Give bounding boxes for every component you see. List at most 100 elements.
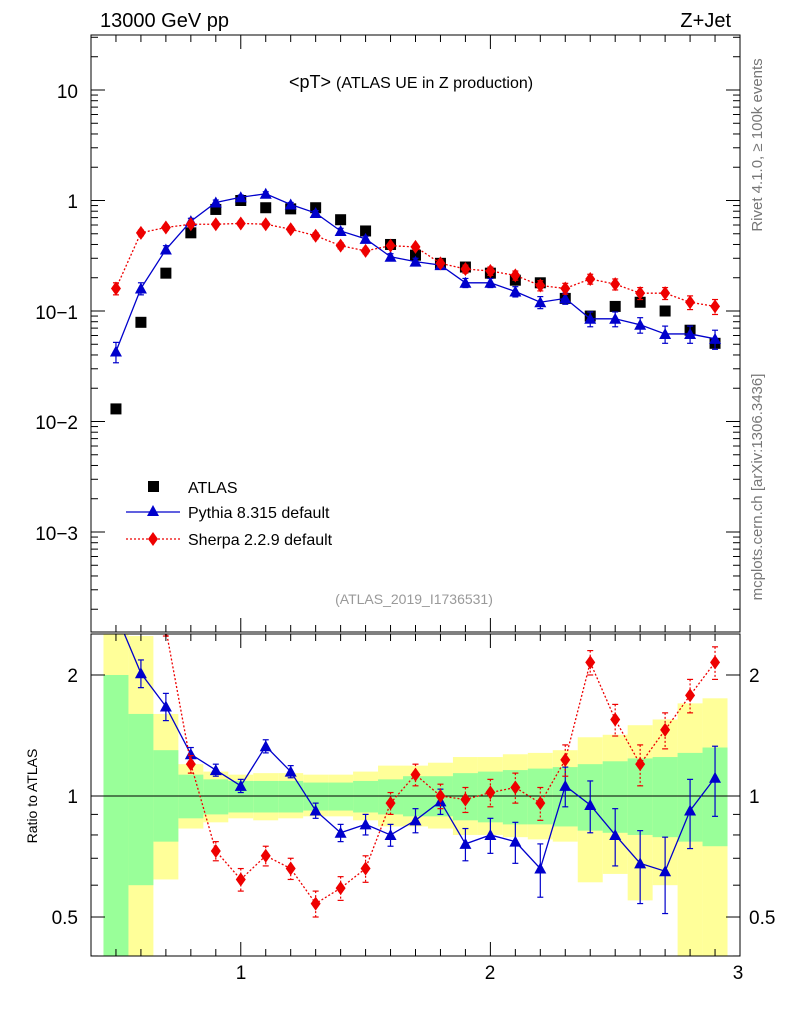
main-point-pythia — [109, 345, 122, 357]
ratio-point-sherpa — [635, 757, 646, 772]
main-ytick-label-1e-2: 10−2 — [35, 413, 78, 434]
main-panel: 10 1 10−1 10−2 10−3 — [35, 34, 741, 633]
main-series-pythia — [109, 187, 722, 364]
ratio-band-bin — [278, 780, 304, 813]
main-ytick-label-10: 10 — [57, 82, 78, 103]
main-point-sherpa — [385, 238, 396, 253]
main-point-atlas — [335, 214, 347, 226]
ratio-point-sherpa — [685, 688, 696, 703]
ratio-point-pythia — [609, 828, 622, 840]
main-point-atlas — [609, 300, 621, 312]
ratio-point-sherpa — [310, 896, 321, 911]
main-point-pythia — [334, 224, 347, 236]
ratio-point-pythia — [284, 765, 297, 777]
main-frame — [90, 34, 741, 633]
ratio-point-sherpa — [385, 796, 396, 811]
ratio-errbar-sherpa — [337, 876, 344, 901]
ratio-point-sherpa — [335, 881, 346, 896]
main-point-sherpa — [310, 228, 321, 243]
main-point-sherpa — [510, 268, 521, 283]
main-point-pythia — [584, 312, 597, 324]
ratio-point-pythia — [659, 865, 672, 877]
ratio-errbar-sherpa — [387, 791, 394, 815]
ratio-point-sherpa — [535, 796, 546, 811]
ratio-point-pythia — [359, 818, 372, 830]
ratio-ytick-label-1-left: 1 — [67, 787, 78, 808]
main-point-sherpa — [435, 256, 446, 271]
main-point-sherpa — [110, 281, 121, 296]
main-point-sherpa — [460, 261, 471, 276]
mcplots-reference-label: mcplots.cern.ch [arXiv:1306.3436] — [749, 374, 766, 601]
main-ytick-label-1e-1: 10−1 — [35, 303, 78, 324]
main-point-sherpa — [685, 295, 696, 310]
main-point-pythia — [459, 276, 472, 288]
main-point-pythia — [684, 327, 697, 339]
ratio-frame — [90, 633, 741, 957]
rivet-version-label: Rivet 4.1.0, ≥ 100k events — [749, 58, 766, 231]
ratio-point-pythia — [534, 862, 547, 874]
ratio-errbar-sherpa — [662, 712, 669, 750]
main-point-pythia — [484, 276, 497, 288]
ratio-point-sherpa — [185, 757, 196, 772]
legend-atlas-marker — [148, 481, 159, 492]
main-point-sherpa — [560, 281, 571, 296]
ratio-series-layer — [123, 634, 722, 918]
ratio-point-pythia — [134, 667, 147, 679]
ratio-point-sherpa — [360, 861, 371, 876]
ratio-point-pythia — [384, 828, 397, 840]
ratio-errbar-sherpa — [612, 703, 619, 737]
main-point-pythia — [209, 196, 222, 208]
main-point-sherpa — [360, 243, 371, 258]
main-point-sherpa — [235, 216, 246, 231]
main-point-sherpa — [185, 217, 196, 232]
main-point-sherpa — [285, 222, 296, 237]
ratio-point-sherpa — [235, 872, 246, 887]
main-point-sherpa — [135, 225, 146, 240]
ratio-band-bin — [103, 674, 129, 956]
ratio-series-sherpa — [162, 634, 721, 918]
ratio-errbar-sherpa — [287, 857, 294, 881]
main-series-atlas — [110, 195, 721, 415]
ratio-band-bin — [353, 780, 379, 813]
main-point-atlas — [634, 296, 646, 308]
main-point-sherpa — [610, 277, 621, 292]
x-tick-label-1: 1 — [236, 963, 247, 984]
ratio-point-sherpa — [410, 767, 421, 782]
main-point-atlas — [360, 225, 372, 237]
main-point-sherpa — [535, 278, 546, 293]
main-point-pythia — [309, 207, 322, 219]
main-point-pythia — [534, 296, 547, 308]
ratio-point-pythia — [509, 835, 522, 847]
main-point-pythia — [509, 285, 522, 297]
main-point-pythia — [659, 327, 672, 339]
ratio-point-pythia — [584, 798, 597, 810]
ratio-point-sherpa — [510, 780, 521, 795]
ratio-errbar-sherpa — [412, 763, 419, 787]
main-point-atlas — [160, 267, 172, 279]
main-point-pythia — [234, 191, 247, 203]
ratio-point-pythia — [684, 804, 697, 816]
legend: ATLAS Pythia 8.315 default Sherpa 2.2.9 … — [126, 480, 333, 549]
ratio-band-bin — [627, 758, 653, 835]
legend-pythia-marker — [147, 505, 159, 516]
main-point-pythia — [159, 243, 172, 255]
ratio-band-bin — [128, 713, 154, 886]
main-point-pythia — [384, 250, 397, 262]
ratio-point-sherpa — [610, 712, 621, 727]
main-point-sherpa — [635, 286, 646, 301]
x-tick-label-3: 3 — [733, 963, 744, 984]
main-point-pythia — [259, 187, 272, 199]
main-point-sherpa — [660, 286, 671, 301]
main-point-pythia — [709, 332, 722, 344]
ratio-point-sherpa — [585, 655, 596, 670]
ratio-point-pythia — [559, 779, 572, 791]
plot-title-main: <pT> — [289, 72, 331, 92]
main-point-sherpa — [585, 271, 596, 286]
ratio-point-sherpa — [210, 843, 221, 858]
ratio-point-pythia — [409, 814, 422, 826]
main-series-sherpa — [110, 216, 721, 316]
main-point-atlas — [260, 202, 272, 214]
ratio-point-pythia — [209, 764, 222, 776]
main-point-pythia — [559, 292, 572, 304]
